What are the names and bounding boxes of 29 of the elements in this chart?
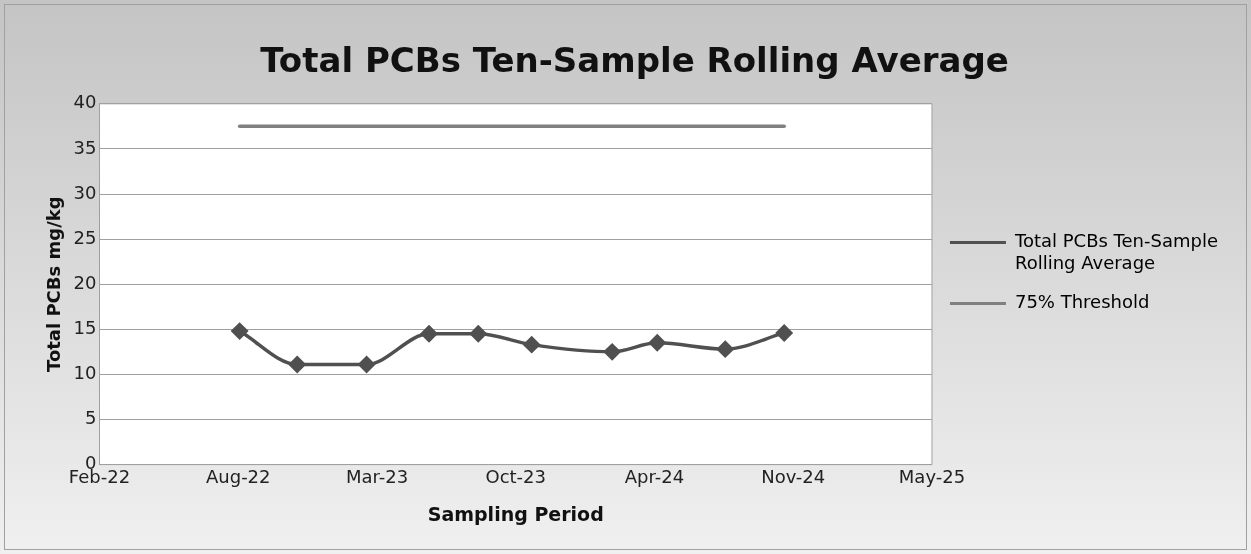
y-tick-label: 15: [73, 316, 97, 338]
legend-label: Total PCBs Ten-Sample Rolling Average: [1013, 230, 1219, 273]
point: [231, 322, 248, 340]
x-tick-label: Oct-23: [485, 466, 546, 488]
y-tick-label: 30: [73, 181, 97, 203]
y-tick-label: 10: [73, 362, 97, 384]
x-tick-label: Apr-24: [624, 466, 685, 488]
x-tick-label: May-25: [898, 466, 966, 488]
point: [523, 336, 540, 353]
y-tick-label: 40: [73, 91, 97, 113]
y-tick-label: 5: [85, 407, 97, 429]
y-tick-label: 35: [73, 136, 97, 158]
point: [470, 325, 487, 343]
y-tick-label: 20: [73, 271, 97, 293]
y-tick-label: 25: [73, 226, 97, 248]
chart-title: Total PCBs Ten-Sample Rolling Average: [260, 40, 1009, 81]
point: [716, 340, 734, 358]
y-axis-title: Total PCBs mg/kg: [43, 196, 65, 373]
x-tick-label: Nov-24: [761, 466, 826, 488]
point: [288, 356, 306, 373]
x-tick-label: Aug-22: [205, 466, 271, 488]
legend-label: 75% Threshold: [1014, 291, 1150, 313]
point: [420, 325, 438, 343]
point: [649, 334, 666, 352]
point: [603, 343, 621, 361]
point: [775, 324, 793, 342]
point: [358, 356, 375, 373]
x-axis-title: Sampling Period: [427, 502, 604, 525]
x-tick-label: Mar-23: [345, 466, 409, 488]
